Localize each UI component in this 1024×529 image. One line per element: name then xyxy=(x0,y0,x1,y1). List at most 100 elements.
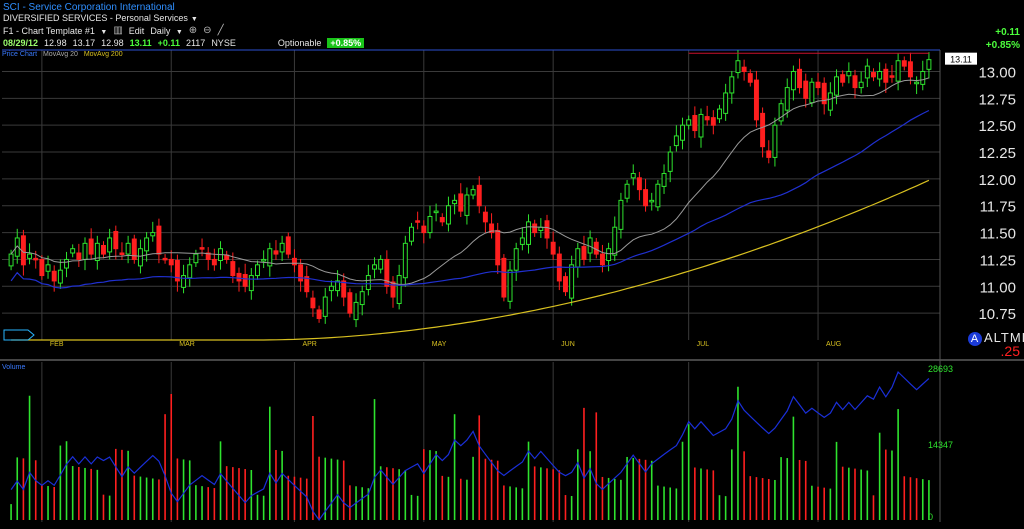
candle-body xyxy=(760,112,766,148)
template-label: F1 - Chart Template #1 xyxy=(3,25,95,36)
optionable-label: Optionable xyxy=(277,38,322,48)
quote-percent-badge: +0.85% xyxy=(327,38,365,48)
y-tick-label: 13.00 xyxy=(978,64,1016,81)
corner-change: +0.11 xyxy=(995,27,1020,38)
candle-body xyxy=(378,258,384,270)
zoom-out-icon[interactable]: ⊖ xyxy=(203,25,212,36)
candle-body xyxy=(704,116,710,121)
candle-body xyxy=(778,103,784,122)
volume-legend: Volume xyxy=(2,364,26,371)
volume-tick-label: 0 xyxy=(928,512,933,522)
candle-body xyxy=(606,248,612,262)
candle-body xyxy=(285,236,291,255)
candle-body xyxy=(889,75,895,78)
candle-body xyxy=(168,258,174,266)
period-selector[interactable]: Daily ▼ xyxy=(150,26,182,36)
candle-body xyxy=(692,115,698,132)
candle-body xyxy=(427,215,433,234)
candle-body xyxy=(230,261,236,277)
candle-body xyxy=(57,269,63,284)
candle-body xyxy=(70,248,76,254)
x-tick-label: AUG xyxy=(826,341,841,348)
candle-body xyxy=(137,248,143,267)
candle-body xyxy=(304,276,310,293)
candle-body xyxy=(94,242,100,262)
y-tick-label: 11.00 xyxy=(980,279,1016,296)
candle-body xyxy=(255,264,260,277)
candle-body xyxy=(445,205,451,225)
candle-body xyxy=(526,221,531,245)
candle-body xyxy=(390,281,396,298)
candle-body xyxy=(513,248,519,271)
candle-body xyxy=(735,60,741,74)
candle-body xyxy=(113,231,119,250)
candle-body xyxy=(341,280,347,298)
candle-body xyxy=(877,70,883,80)
ma200-line xyxy=(11,179,930,341)
candle-body xyxy=(187,264,193,279)
candle-body xyxy=(519,237,525,245)
candle-body xyxy=(636,177,642,191)
candle-body xyxy=(649,199,655,203)
candle-body xyxy=(396,275,402,304)
candle-body xyxy=(156,225,162,255)
candle-body xyxy=(803,80,809,99)
candle-body xyxy=(359,291,365,306)
price-legend: Price Chart MovAvg 20 MovAvg 200 xyxy=(2,51,123,58)
dropdown-arrow-icon[interactable]: ▼ xyxy=(190,16,198,23)
candle-body xyxy=(741,66,747,72)
candle-body xyxy=(14,237,20,257)
candle-body xyxy=(883,68,889,83)
chart-toolbar: F1 - Chart Template #1 ▼ ▥ Edit Daily ▼ … xyxy=(3,25,224,36)
alert-icon[interactable]: A xyxy=(968,332,982,346)
candle-body xyxy=(458,193,464,212)
candle-body xyxy=(901,60,907,67)
candle-body xyxy=(489,223,495,234)
candle-body xyxy=(581,246,587,260)
bars-icon[interactable]: ▥ xyxy=(113,25,123,36)
y-tick-label: 11.75 xyxy=(980,199,1016,216)
candle-body xyxy=(821,82,827,105)
candle-body xyxy=(495,229,501,266)
candle-body xyxy=(599,253,605,266)
candle-body xyxy=(797,68,803,89)
candle-body xyxy=(236,272,242,282)
candle-body xyxy=(402,242,408,279)
quote-exchange: NYSE xyxy=(211,38,236,48)
candle-body xyxy=(680,124,685,141)
zoom-in-icon[interactable]: ⊕ xyxy=(188,25,198,36)
candle-body xyxy=(907,61,913,78)
legend-price: Price Chart xyxy=(2,51,38,58)
candle-body xyxy=(298,264,304,282)
sector-subtitle[interactable]: DIVERSIFIED SERVICES - Personal Services… xyxy=(3,13,198,23)
period-label: Daily xyxy=(150,25,171,36)
edit-button[interactable]: Edit xyxy=(128,25,145,36)
candle-body xyxy=(150,232,156,237)
quote-open: 12.98 xyxy=(44,38,67,48)
candle-body xyxy=(698,113,704,138)
candle-body xyxy=(846,70,852,77)
template-selector[interactable]: F1 - Chart Template #1 ▼ xyxy=(3,26,107,36)
last-price-box xyxy=(945,52,977,65)
quote-volume: 2117 xyxy=(185,38,206,48)
candle-body xyxy=(131,238,137,260)
candle-body xyxy=(673,135,679,147)
candle-body xyxy=(291,257,297,266)
candle-body xyxy=(895,60,901,82)
candle-body xyxy=(88,238,94,255)
candle-body xyxy=(273,250,279,255)
candle-body xyxy=(39,258,45,277)
candle-body xyxy=(322,296,328,317)
candle-body xyxy=(144,237,150,252)
candle-body xyxy=(766,150,772,158)
candle-body xyxy=(174,260,180,282)
candle-body xyxy=(76,252,82,260)
volume-tick-label: 14347 xyxy=(928,440,953,450)
candle-body xyxy=(45,264,51,272)
candle-body xyxy=(723,92,729,114)
candle-body xyxy=(328,285,334,292)
draw-line-icon[interactable]: ╱ xyxy=(217,25,224,36)
candle-body xyxy=(82,242,88,260)
candle-body xyxy=(563,276,568,293)
